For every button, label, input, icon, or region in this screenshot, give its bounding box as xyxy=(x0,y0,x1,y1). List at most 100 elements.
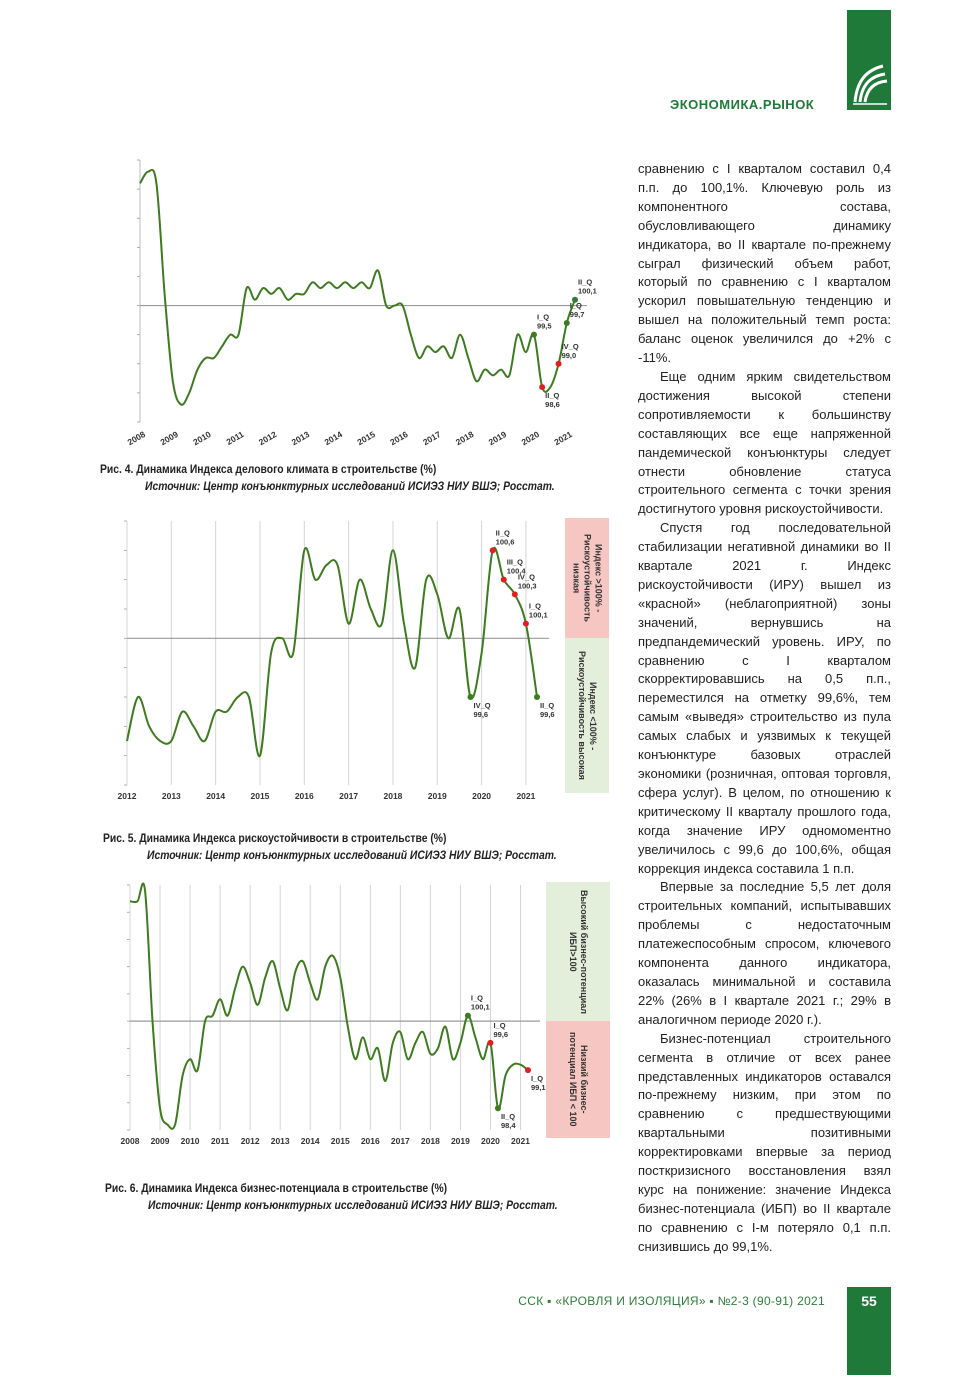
annotation-label: I_Q xyxy=(529,602,541,611)
section-title: ЭКОНОМИКА.РЫНОК xyxy=(670,97,815,112)
annotation-value: 98,4 xyxy=(501,1121,516,1130)
zone-band: Высокий бизнес-потенциал ИБП>100 xyxy=(546,882,610,1022)
annotation-value: 99,7 xyxy=(570,310,585,319)
chart: 99,099,299,499,699,8100,0100,2100,4100,6… xyxy=(85,510,615,810)
paragraph: сравнению с I кварталом составил 0,4 п.п… xyxy=(638,161,891,366)
x-tick-label: 2014 xyxy=(323,429,345,447)
article: сравнению с I кварталом составил 0,4 п.п… xyxy=(638,160,891,1257)
chart-svg: 99,099,299,499,699,8100,0100,2100,4100,6… xyxy=(118,520,555,801)
annotation-value: 99,1 xyxy=(531,1083,546,1092)
figure-source: Источник: Центр конъюнктурных исследован… xyxy=(145,481,555,493)
figure-caption: Рис. 4. Динамика Индекса делового климат… xyxy=(100,464,437,476)
annotation-value: 100,1 xyxy=(471,1003,490,1012)
x-tick-label: 2020 xyxy=(472,791,491,801)
footer: ССК ▪ «КРОВЛЯ И ИЗОЛЯЦИЯ» ▪ №2-3 (90-91)… xyxy=(518,1294,825,1308)
annotation-marker xyxy=(489,547,496,554)
annotation-marker xyxy=(525,1067,531,1074)
paragraph: Спустя год последовательной стабилизации… xyxy=(638,520,891,876)
x-tick-label: 2013 xyxy=(271,1136,290,1146)
x-tick-label: 2018 xyxy=(454,429,476,447)
x-tick-label: 2019 xyxy=(428,791,447,801)
annotation-label: IV_Q xyxy=(562,342,579,351)
x-tick-label: 2015 xyxy=(355,429,377,447)
x-tick-label: 2017 xyxy=(421,429,443,447)
annotation-label: II_Q xyxy=(578,278,592,287)
annotation-marker xyxy=(522,620,529,627)
annotation-value: 100,1 xyxy=(529,611,548,620)
header-tab xyxy=(847,10,891,110)
x-tick-label: 2013 xyxy=(162,791,181,801)
x-tick-label: 2019 xyxy=(487,429,509,447)
x-tick-label: 2014 xyxy=(206,791,225,801)
annotation-value: 99,6 xyxy=(474,710,489,719)
annotation-value: 100,1 xyxy=(578,287,597,296)
series-line xyxy=(126,546,538,757)
annotation-marker xyxy=(572,296,578,303)
x-tick-label: 2017 xyxy=(391,1136,410,1146)
x-tick-label: 2013 xyxy=(290,429,312,447)
figure-source: Источник: Центр конъюнктурных исследован… xyxy=(147,850,557,862)
annotation-label: I_Q xyxy=(537,313,549,322)
x-tick-label: 2021 xyxy=(516,791,535,801)
annotation-label: IV_Q xyxy=(518,572,535,581)
zone-band: Индекс >100% - Рискоустойчивость низкая xyxy=(565,518,609,639)
x-tick-label: 2016 xyxy=(388,429,410,447)
annotation-value: 99,6 xyxy=(493,1030,508,1039)
x-tick-label: 2020 xyxy=(481,1136,500,1146)
annotation-value: 100,6 xyxy=(496,537,515,546)
annotation-label: I_Q xyxy=(471,994,483,1003)
paragraph: Еще одним ярким свидетельством достижени… xyxy=(638,368,891,517)
annotation-label: III_Q xyxy=(507,558,523,567)
paragraph: Впервые за последние 5,5 лет доля строит… xyxy=(638,879,891,1027)
x-tick-label: 2009 xyxy=(151,1136,170,1146)
annotation-value: 100,3 xyxy=(518,581,537,590)
annotation-marker xyxy=(563,320,570,327)
x-tick-label: 2021 xyxy=(511,1136,530,1146)
zone-band: Низкий бизнес-потенциал ИБП < 100 xyxy=(546,1021,610,1138)
series-line xyxy=(139,168,576,406)
x-tick-label: 2010 xyxy=(181,1136,200,1146)
chart-svg: 9898,59999,5100100,5101101,5102102,52008… xyxy=(121,882,546,1146)
x-tick-label: 2021 xyxy=(552,429,574,447)
series-line xyxy=(129,882,529,1130)
figure-caption: Рис. 6. Динамика Индекса бизнес-потенциа… xyxy=(105,1183,448,1195)
chart: 98,098,599,099,5100,0100,5101,0101,5102,… xyxy=(95,150,615,460)
logo xyxy=(853,64,888,105)
annotation-marker xyxy=(511,591,518,598)
x-tick-label: 2009 xyxy=(158,429,180,447)
x-tick-label: 2011 xyxy=(211,1136,230,1146)
x-tick-label: 2014 xyxy=(301,1136,320,1146)
annotation-value: 100,4 xyxy=(507,567,527,576)
x-tick-label: 2012 xyxy=(118,791,137,801)
annotation-label: II_Q xyxy=(501,1112,515,1121)
annotation-marker xyxy=(539,384,546,391)
footer-tab xyxy=(847,1287,891,1375)
paragraph: Бизнес-потенциал строительного сегмента … xyxy=(638,1030,891,1254)
annotation-marker xyxy=(555,360,562,367)
zone-band: Индекс <100% - Рискоустойчивость высокая xyxy=(565,638,609,793)
annotation-value: 99,0 xyxy=(562,351,577,360)
page-number: 55 xyxy=(861,1293,877,1309)
annotation-marker xyxy=(530,331,537,338)
x-tick-label: 2012 xyxy=(241,1136,260,1146)
x-tick-label: 2012 xyxy=(257,429,279,447)
annotation-value: 98,6 xyxy=(545,400,560,409)
annotation-value: 99,6 xyxy=(540,710,555,719)
figure-caption: Рис. 5. Динамика Индекса рискоустойчивос… xyxy=(103,833,447,845)
chart-svg: 98,098,599,099,5100,0100,5101,0101,5102,… xyxy=(126,159,597,447)
x-tick-label: 2008 xyxy=(121,1136,140,1146)
x-tick-label: 2019 xyxy=(451,1136,470,1146)
x-tick-label: 2016 xyxy=(361,1136,380,1146)
x-tick-label: 2010 xyxy=(191,429,213,447)
annotation-marker xyxy=(500,576,507,583)
chart: 9898,59999,5100100,5101101,5102102,52008… xyxy=(85,875,615,1165)
x-tick-label: 2020 xyxy=(520,429,542,447)
annotation-label: II_Q xyxy=(540,701,554,710)
figure-source: Источник: Центр конъюнктурных исследован… xyxy=(148,1200,558,1212)
annotation-label: II_Q xyxy=(545,391,559,400)
annotation-marker xyxy=(534,694,540,700)
x-tick-label: 2018 xyxy=(421,1136,440,1146)
x-tick-label: 2008 xyxy=(126,429,148,447)
x-tick-label: 2017 xyxy=(339,791,358,801)
